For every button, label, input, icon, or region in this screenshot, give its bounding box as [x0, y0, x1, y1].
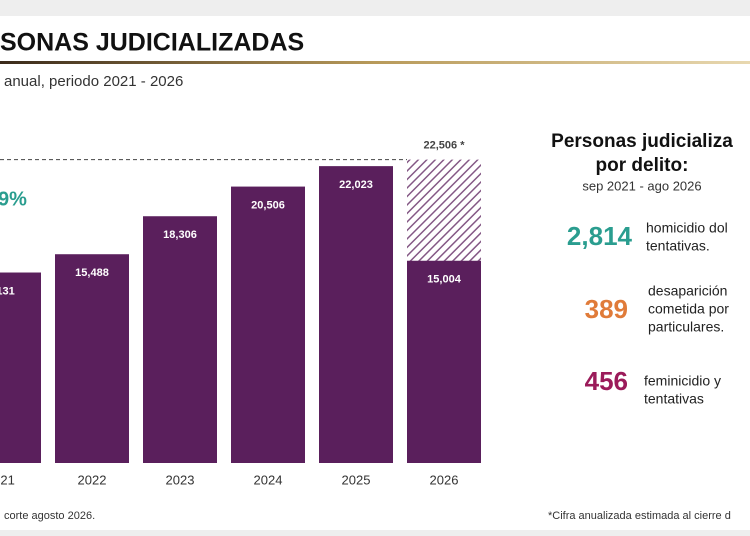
stat-label: feminicidio y [644, 373, 721, 389]
bar [319, 166, 393, 464]
panel-period: sep 2021 - ago 2026 [582, 178, 701, 193]
x-tick-label: 2023 [166, 472, 195, 487]
stat-number: 456 [585, 366, 628, 396]
stat-label: particulares. [648, 319, 724, 335]
stat-label: tentativas [644, 391, 704, 407]
annotation: 9% [0, 188, 27, 210]
value-label: 15,488 [75, 267, 109, 279]
bottom-strip [0, 530, 750, 536]
stat-number: 389 [585, 294, 628, 324]
panel-title: por delito: [596, 155, 689, 176]
plot: 021 2022 2023 2024 2025 2026 22,506 * ,131 15,48… [0, 140, 481, 487]
stat-label: homicidio dol [646, 220, 728, 236]
value-label: 18,306 [163, 229, 197, 241]
value-label: 20,506 [251, 199, 285, 211]
value-label: 22,023 [339, 179, 373, 191]
x-tick-label: 2026 [430, 472, 459, 487]
stat-number: 2,814 [567, 221, 633, 251]
value-label: 15,004 [427, 274, 462, 286]
x-tick-label: 021 [0, 472, 15, 487]
stat-label: desaparición [648, 283, 727, 299]
panel-items: 2,814 homicidio dol tentativas. 389 desapari… [567, 220, 729, 407]
x-tick-label: 2024 [254, 472, 283, 487]
stat-label: tentativas. [646, 238, 710, 254]
panel-title: Personas judicializa [551, 131, 733, 152]
bar [231, 186, 305, 464]
bar [143, 216, 217, 463]
title-rule [0, 61, 750, 64]
value-label: 22,506 * [424, 140, 466, 152]
subtitle: anual, periodo 2021 - 2026 [4, 73, 183, 90]
bar [55, 254, 129, 463]
footnote: corte agosto 2026. [4, 510, 95, 522]
stat-label: cometida por [648, 301, 729, 317]
value-label: ,131 [0, 285, 15, 297]
top-strip [0, 0, 750, 16]
panel-footnote: *Cifra anualizada estimada al cierre d [548, 510, 731, 522]
slide-title: SONAS JUDICIALIZADAS [0, 29, 304, 57]
x-tick-label: 2025 [342, 472, 371, 487]
bar [0, 272, 41, 463]
bar [407, 260, 481, 463]
x-tick-label: 2022 [78, 472, 107, 487]
